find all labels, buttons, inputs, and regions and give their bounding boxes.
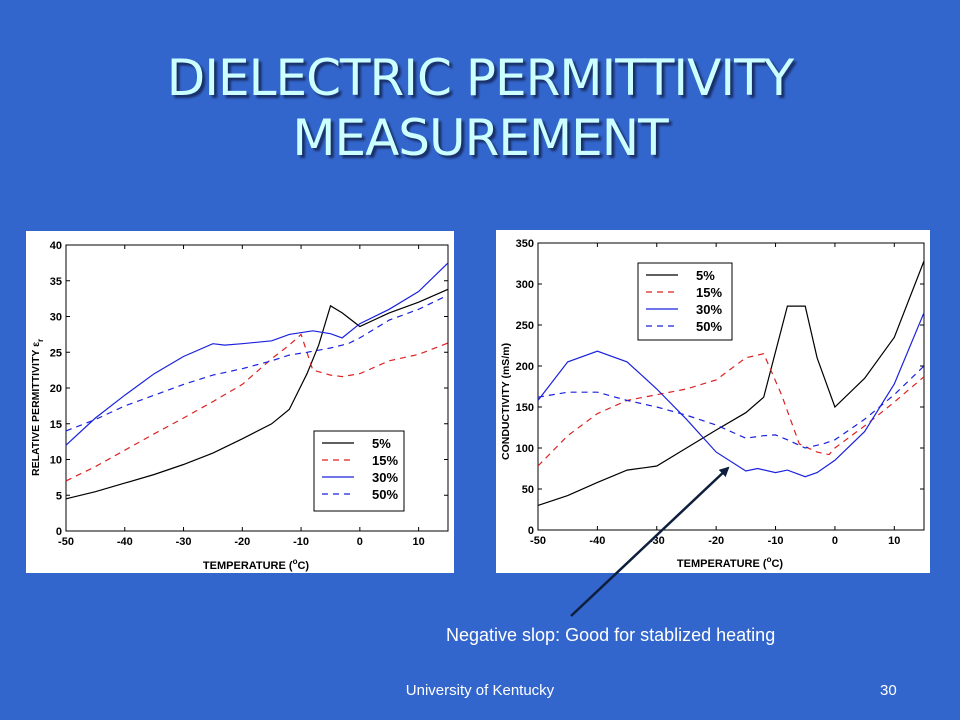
conductivity-x-tick-label: -20 [708,535,724,547]
permittivity-legend-label: 30% [372,470,398,485]
conductivity-y-tick-label: 50 [522,484,534,496]
conductivity-x-tick-label: 10 [888,535,900,547]
permittivity-x-tick-label: -50 [58,536,74,548]
conductivity-legend-label: 50% [696,319,722,334]
conductivity-y-tick-label: 100 [516,443,534,455]
conductivity-chart-panel: TEMPERATURE (oC) CONDUCTIVITY (mS/m) -50… [496,230,930,573]
permittivity-x-axis-label: TEMPERATURE (oC) [203,557,309,572]
permittivity-x-tick-label: -30 [176,536,192,548]
footer-institution: University of Kentucky [405,682,555,699]
conductivity-y-tick-label: 150 [516,402,534,414]
permittivity-legend-label: 5% [372,436,391,451]
conductivity-x-tick-label: -10 [768,535,784,547]
slide-title-line1: DIELECTRIC PERMITTIVITY [166,49,794,107]
permittivity-x-tick-label: -20 [234,536,250,548]
permittivity-x-tick-label: 10 [412,536,424,548]
permittivity-legend [313,430,405,512]
conductivity-y-tick-label: 250 [516,320,534,332]
conductivity-plot-frame [537,242,925,531]
conductivity-y-axis-label: CONDUCTIVITY (mS/m) [500,343,512,460]
conductivity-x-tick-label: -50 [530,535,546,547]
conductivity-x-tick-label: -40 [589,535,605,547]
permittivity-y-tick-label: 15 [50,419,62,431]
permittivity-series-line-5pct [65,288,449,500]
permittivity-y-tick-label: 5 [56,490,62,502]
permittivity-y-tick-label: 10 [50,455,62,467]
permittivity-series-line-50pct [65,294,449,432]
permittivity-series-line-30pct [65,262,449,446]
conductivity-legend-label: 5% [696,268,715,283]
conductivity-y-tick-label: 300 [516,279,534,291]
permittivity-x-tick-label: -40 [117,536,133,548]
slide-title: DIELECTRIC PERMITTIVITY MEASUREMENT [0,48,960,168]
permittivity-legend-label: 50% [372,487,398,502]
slide-number: 30 [880,682,897,699]
permittivity-legend-label: 15% [372,453,398,468]
permittivity-y-tick-label: 25 [50,347,62,359]
permittivity-y-axis-label: RELATIVE PERMITTIVITY εr [30,339,45,476]
permittivity-chart-panel: TEMPERATURE (oC) RELATIVE PERMITTIVITY ε… [26,231,454,573]
conductivity-legend-label: 15% [696,285,722,300]
permittivity-y-tick-label: 40 [50,240,62,252]
conductivity-legend [637,262,733,341]
conductivity-chart: TEMPERATURE (oC) CONDUCTIVITY (mS/m) -50… [500,238,925,570]
conductivity-y-tick-label: 350 [516,238,534,250]
permittivity-y-tick-label: 35 [50,276,62,288]
conductivity-series-line-15pct [537,353,925,467]
conductivity-legend-label: 30% [696,302,722,317]
permittivity-chart: TEMPERATURE (oC) RELATIVE PERMITTIVITY ε… [30,240,449,572]
permittivity-x-tick-label: -10 [293,536,309,548]
permittivity-y-tick-label: 0 [56,526,62,538]
conductivity-x-tick-label: -30 [649,535,665,547]
permittivity-series-line-15pct [65,333,449,482]
conductivity-x-axis-label: TEMPERATURE (oC) [677,555,783,570]
conductivity-y-tick-label: 0 [528,525,534,537]
permittivity-x-tick-label: 0 [357,536,363,548]
conductivity-y-tick-label: 200 [516,361,534,373]
conductivity-series-line-50pct [537,365,925,449]
conductivity-series-line-30pct [537,312,925,478]
conductivity-x-tick-label: 0 [832,535,838,547]
permittivity-y-tick-label: 30 [50,312,62,324]
slide-title-line2: MEASUREMENT [292,109,668,167]
permittivity-y-tick-label: 20 [50,383,62,395]
annotation-note: Negative slop: Good for stablized heatin… [446,625,776,645]
